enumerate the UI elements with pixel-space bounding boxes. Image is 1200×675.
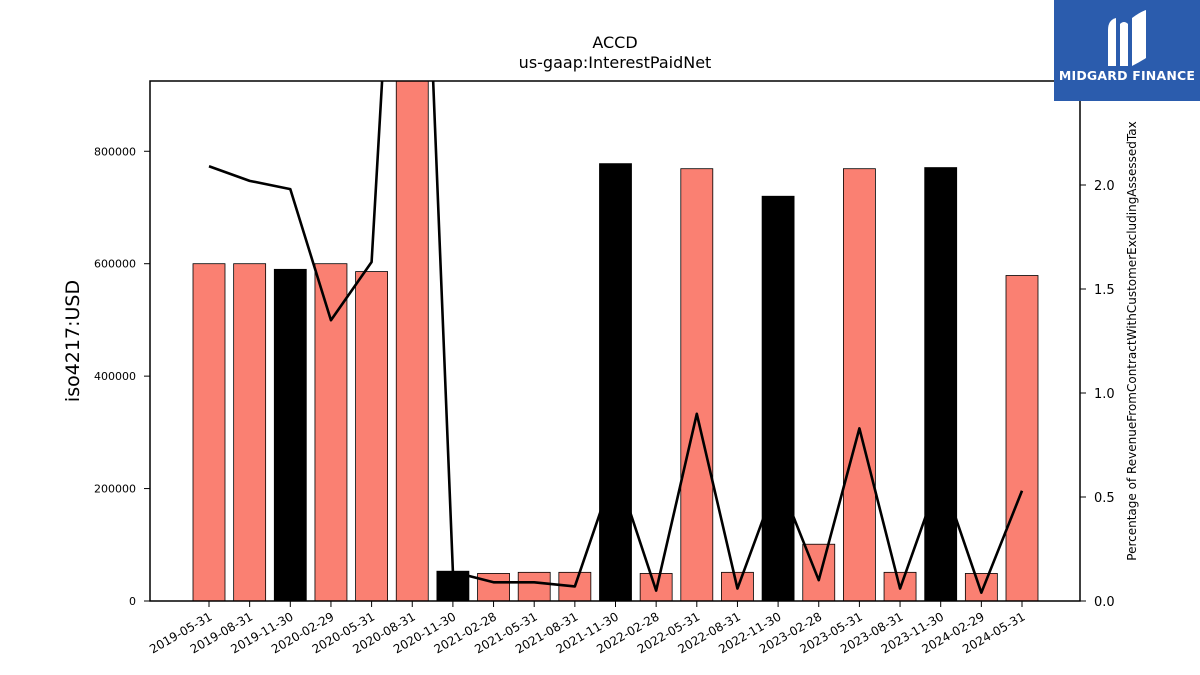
y2-axis-ticks: 0.0 0.5 1.0 1.5 2.0 — [1080, 179, 1115, 610]
line-series — [208, 81, 1024, 594]
midgard-finance-logo: MIDGARD FINANCE — [1054, 0, 1200, 101]
y-axis-label: iso4217:USD — [62, 280, 84, 402]
logo-text: MIDGARD FINANCE — [1058, 68, 1196, 83]
y-tick-label: 800000 — [94, 145, 136, 158]
bar-2019-05-31 — [192, 263, 226, 601]
bar-2022-11-30 — [761, 195, 795, 601]
y2-axis-label: Percentage of RevenueFromContractWithCus… — [1125, 121, 1139, 560]
y-tick-label: 0 — [129, 595, 136, 608]
bar-2020-05-31 — [355, 271, 389, 601]
y2-tick-label: 2.0 — [1094, 179, 1115, 194]
bar-2020-11-30 — [436, 570, 470, 601]
y2-tick-label: 0.0 — [1094, 595, 1115, 610]
bar-2021-11-30 — [599, 163, 632, 601]
bar-2024-05-31 — [1005, 275, 1039, 601]
bar-2023-05-31 — [843, 168, 876, 601]
bar-2024-02-29 — [964, 573, 998, 601]
bar-series — [192, 81, 1039, 601]
bar-2020-02-29 — [314, 263, 348, 601]
bar-2022-05-31 — [680, 168, 714, 601]
x-axis-ticks: 2019-05-312019-08-312019-11-302020-02-29… — [147, 601, 1028, 656]
midgard-logo-icon — [1108, 10, 1146, 66]
y-axis-ticks: 0 200000 400000 600000 800000 — [94, 145, 150, 608]
bar-2019-11-30 — [273, 268, 307, 601]
y2-tick-label: 1.0 — [1094, 387, 1115, 402]
y2-tick-label: 1.5 — [1094, 283, 1115, 298]
bar-2021-05-31 — [517, 571, 551, 601]
bar-2023-11-30 — [924, 167, 958, 601]
bar-2019-08-31 — [233, 263, 267, 601]
y2-tick-label: 0.5 — [1094, 491, 1115, 506]
bar-2020-08-31 — [395, 81, 429, 601]
bar-2021-02-28 — [477, 573, 510, 601]
line-percentage-of-revenue — [208, 81, 1024, 594]
chart-title: ACCD — [592, 33, 637, 52]
y-tick-label: 600000 — [94, 258, 136, 271]
y-tick-label: 400000 — [94, 370, 136, 383]
chart-subtitle: us-gaap:InterestPaidNet — [519, 53, 712, 72]
y-tick-label: 200000 — [94, 483, 136, 496]
